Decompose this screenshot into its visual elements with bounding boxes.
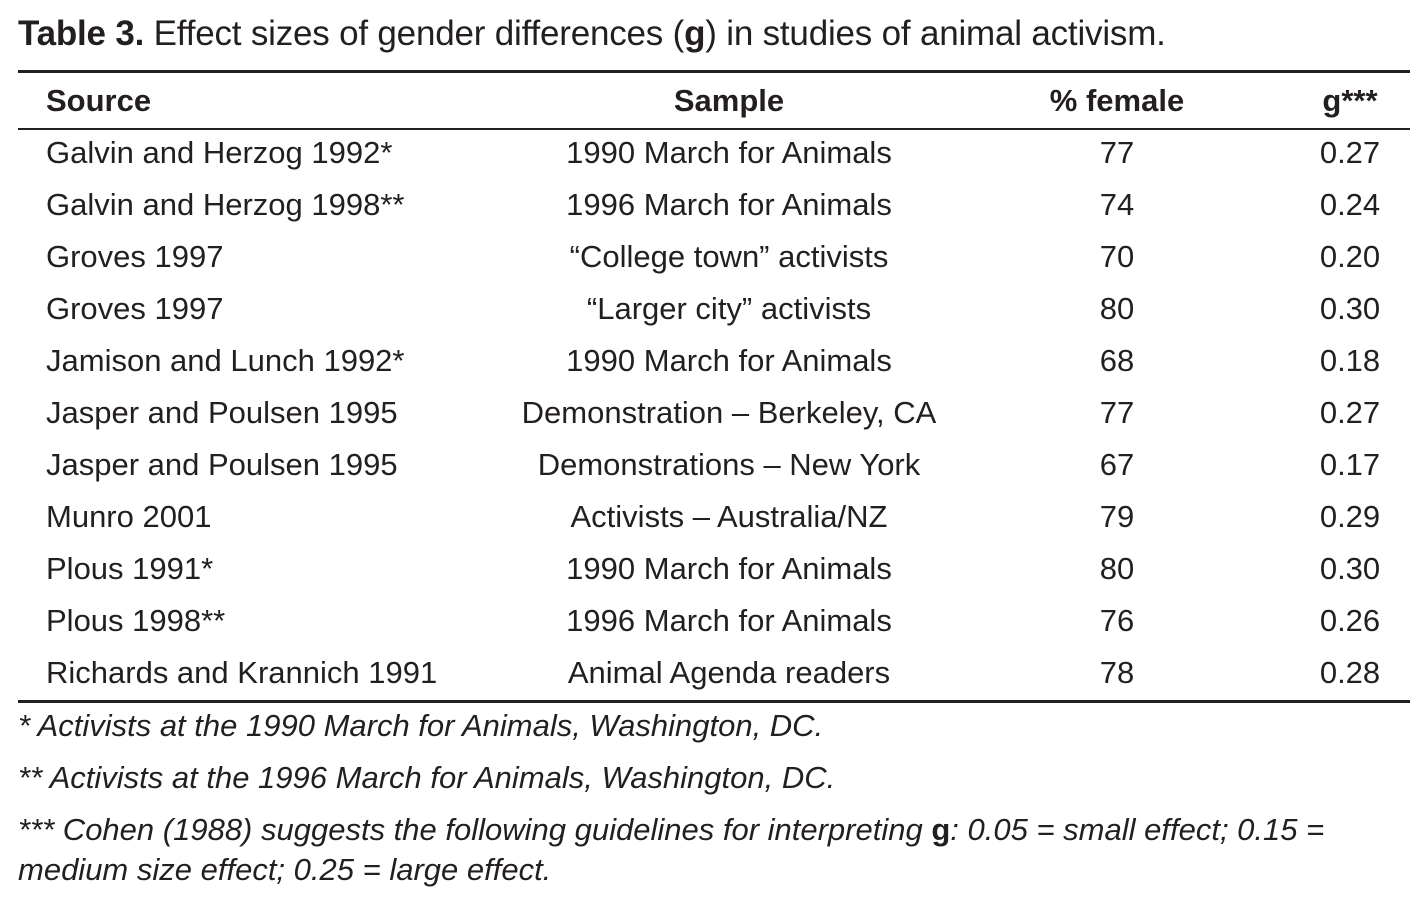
header-sample: Sample xyxy=(673,83,785,118)
cell-g: 0.26 xyxy=(1319,603,1381,638)
top-rule xyxy=(18,70,1410,73)
table-row: Groves 1997 “Larger city” activists 80 0… xyxy=(0,283,1424,335)
table-row: Jamison and Lunch 1992* 1990 March for A… xyxy=(0,335,1424,387)
cell-sample: 1990 March for Animals xyxy=(566,343,892,378)
cell-sample: 1996 March for Animals xyxy=(566,603,892,638)
cell-female: 76 xyxy=(1099,603,1135,638)
table-header-row: Source Sample % female g*** xyxy=(0,75,1424,127)
cell-g: 0.18 xyxy=(1319,343,1381,378)
table-row: Galvin and Herzog 1998** 1996 March for … xyxy=(0,179,1424,231)
cell-g: 0.27 xyxy=(1319,395,1381,430)
table-row: Munro 2001 Activists – Australia/NZ 79 0… xyxy=(0,491,1424,543)
footnote-3: *** Cohen (1988) suggests the following … xyxy=(18,810,1413,890)
cell-g: 0.27 xyxy=(1319,135,1381,170)
cell-sample: 1990 March for Animals xyxy=(566,551,892,586)
header-rule xyxy=(18,128,1410,130)
cell-g: 0.30 xyxy=(1319,551,1381,586)
cell-female: 77 xyxy=(1099,135,1135,170)
footnote-3-text-before: *** Cohen (1988) suggests the following … xyxy=(18,812,932,847)
table-row: Plous 1991* 1990 March for Animals 80 0.… xyxy=(0,543,1424,595)
cell-sample: Demonstration – Berkeley, CA xyxy=(521,395,937,430)
cell-source: Jasper and Poulsen 1995 xyxy=(46,447,398,482)
cell-g: 0.29 xyxy=(1319,499,1381,534)
bottom-rule xyxy=(18,700,1410,703)
cell-sample: 1996 March for Animals xyxy=(566,187,892,222)
table-row: Jasper and Poulsen 1995 Demonstration – … xyxy=(0,387,1424,439)
cell-source: Richards and Krannich 1991 xyxy=(46,655,438,690)
cell-source: Jamison and Lunch 1992* xyxy=(46,343,405,378)
table-row: Galvin and Herzog 1992* 1990 March for A… xyxy=(0,127,1424,179)
cell-female: 68 xyxy=(1099,343,1135,378)
table-row: Richards and Krannich 1991 Animal Agenda… xyxy=(0,647,1424,699)
cell-source: Groves 1997 xyxy=(46,291,224,326)
cell-female: 80 xyxy=(1099,291,1135,326)
cell-g: 0.24 xyxy=(1319,187,1381,222)
cell-g: 0.30 xyxy=(1319,291,1381,326)
cell-g: 0.28 xyxy=(1319,655,1381,690)
header-female: % female xyxy=(1049,83,1185,118)
table-row: Jasper and Poulsen 1995 Demonstrations –… xyxy=(0,439,1424,491)
caption-text-after: ) in studies of animal activism. xyxy=(705,14,1166,53)
cell-female: 77 xyxy=(1099,395,1135,430)
footnote-3-symbol: g xyxy=(931,812,951,847)
caption-symbol: g xyxy=(684,14,706,53)
footnote-3-text-after: : 0.05 = small effect; 0.15 = medium siz… xyxy=(18,812,1325,887)
cell-source: Galvin and Herzog 1998** xyxy=(46,187,405,222)
caption-text-before: Effect sizes of gender differences ( xyxy=(144,14,685,53)
cell-sample: Animal Agenda readers xyxy=(567,655,891,690)
cell-source: Jasper and Poulsen 1995 xyxy=(46,395,398,430)
cell-sample: 1990 March for Animals xyxy=(566,135,892,170)
cell-g: 0.17 xyxy=(1319,447,1381,482)
cell-female: 70 xyxy=(1099,239,1135,274)
cell-sample: “Larger city” activists xyxy=(586,291,872,326)
table-caption: Table 3. Effect sizes of gender differen… xyxy=(18,12,1166,56)
header-g: g*** xyxy=(1322,83,1378,118)
footnote-2: ** Activists at the 1996 March for Anima… xyxy=(18,760,836,795)
cell-female: 80 xyxy=(1099,551,1135,586)
table-row: Groves 1997 “College town” activists 70 … xyxy=(0,231,1424,283)
cell-g: 0.20 xyxy=(1319,239,1381,274)
cell-sample: “College town” activists xyxy=(569,239,889,274)
cell-source: Galvin and Herzog 1992* xyxy=(46,135,393,170)
cell-sample: Demonstrations – New York xyxy=(537,447,921,482)
cell-female: 74 xyxy=(1099,187,1135,222)
header-source: Source xyxy=(46,83,152,118)
cell-source: Munro 2001 xyxy=(46,499,212,534)
cell-source: Plous 1991* xyxy=(46,551,214,586)
caption-label: Table 3. xyxy=(18,14,145,53)
table-row: Plous 1998** 1996 March for Animals 76 0… xyxy=(0,595,1424,647)
cell-female: 67 xyxy=(1099,447,1135,482)
cell-female: 79 xyxy=(1099,499,1135,534)
footnote-1: * Activists at the 1990 March for Animal… xyxy=(18,708,824,743)
cell-source: Groves 1997 xyxy=(46,239,224,274)
cell-sample: Activists – Australia/NZ xyxy=(570,499,888,534)
cell-source: Plous 1998** xyxy=(46,603,226,638)
cell-female: 78 xyxy=(1099,655,1135,690)
